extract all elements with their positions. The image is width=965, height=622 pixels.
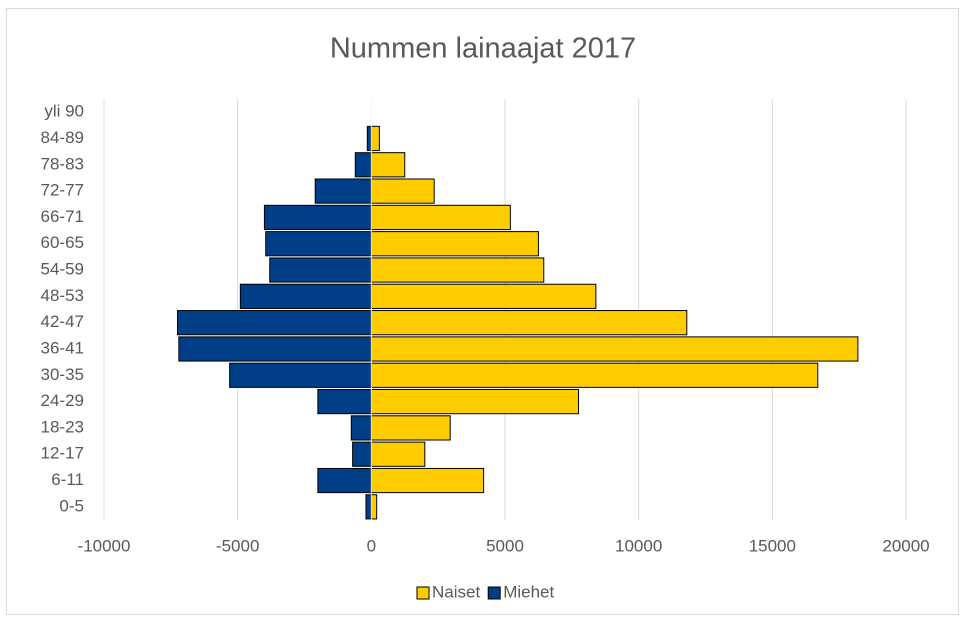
bar (370, 152, 406, 178)
bar (370, 441, 426, 467)
x-tick-label: 15000 (749, 536, 796, 555)
bar (370, 362, 819, 388)
x-tick-label: 5000 (486, 536, 524, 555)
y-tick-label: 18-23 (41, 417, 84, 436)
y-tick-label: 72-77 (41, 181, 84, 200)
bar (370, 204, 511, 231)
x-tick-label: 20000 (882, 536, 929, 555)
bar (229, 362, 372, 388)
chart-title: Nummen lainaajat 2017 (330, 33, 636, 65)
bar (370, 231, 539, 257)
y-tick-label: 36-41 (41, 338, 84, 357)
y-tick-label: 6-11 (51, 470, 84, 489)
legend-label: Miehet (503, 582, 554, 601)
bar (370, 283, 597, 309)
bar (370, 467, 485, 494)
legend-swatch (487, 586, 501, 600)
bar (370, 494, 378, 520)
bar (370, 178, 435, 204)
legend-swatch (416, 586, 430, 600)
y-tick-label: 24-29 (41, 391, 84, 410)
x-tick-label: 0 (367, 536, 376, 555)
bar (317, 388, 372, 415)
bar (365, 494, 372, 520)
y-tick-label: 48-53 (41, 286, 84, 305)
bar (370, 310, 688, 336)
bar (366, 125, 372, 152)
bar (269, 257, 372, 283)
bar (370, 388, 580, 415)
x-tick-label: -10000 (78, 536, 131, 555)
y-tick-label: yli 90 (44, 102, 84, 121)
bar (370, 125, 380, 152)
y-tick-label: 12-17 (41, 444, 84, 463)
bar (263, 204, 372, 231)
bar (265, 231, 372, 257)
y-tick-label: 66-71 (41, 207, 84, 226)
bar (177, 310, 372, 336)
bar (352, 441, 372, 467)
bar (370, 336, 859, 362)
bar (350, 415, 372, 441)
y-tick-label: 54-59 (41, 260, 84, 279)
y-tick-label: 78-83 (41, 154, 84, 173)
legend-label: Naiset (432, 582, 480, 601)
y-tick-label: 60-65 (41, 233, 84, 252)
bar (317, 467, 372, 494)
y-tick-label: 84-89 (41, 128, 84, 147)
y-tick-label: 42-47 (41, 312, 84, 331)
bar (370, 415, 451, 441)
bar (178, 336, 372, 362)
y-tick-label: 0-5 (59, 496, 84, 515)
bar (354, 152, 372, 178)
bar (314, 178, 372, 204)
bar (239, 283, 372, 309)
x-tick-label: -5000 (216, 536, 259, 555)
x-tick-label: 10000 (615, 536, 662, 555)
y-tick-label: 30-35 (41, 365, 84, 384)
bar (370, 257, 545, 283)
